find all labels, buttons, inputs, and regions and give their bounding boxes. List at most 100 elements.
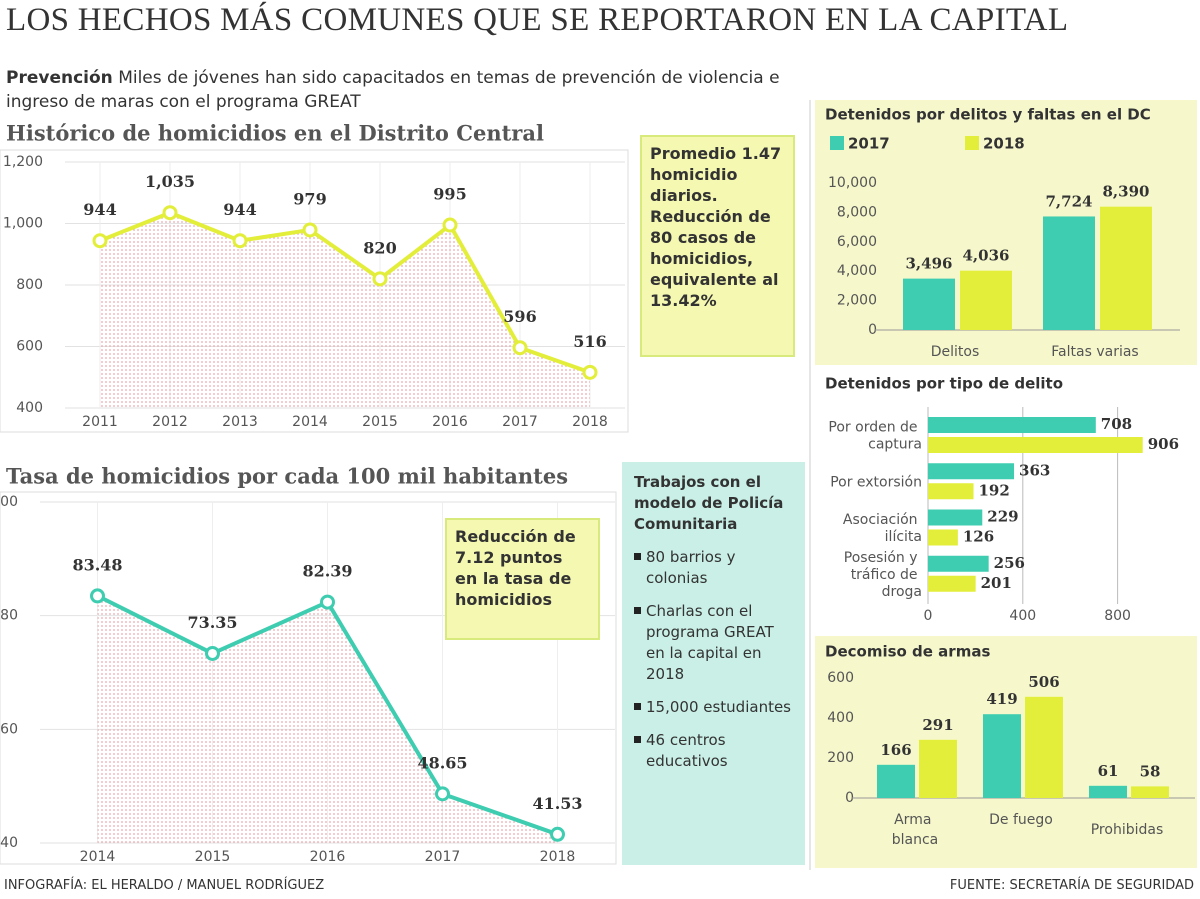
y-tick-label: 6,000 — [837, 234, 877, 250]
point — [582, 364, 598, 380]
y-tick-label: 4,000 — [837, 263, 877, 279]
value-label: 58 — [1140, 762, 1161, 780]
chart-title: Tasa de homicidios por cada 100 mil habi… — [6, 464, 568, 489]
bar — [928, 529, 958, 546]
x-tick-label: 2015 — [362, 414, 398, 430]
sidebar-item: 80 barrios y colonias — [634, 547, 793, 589]
value-label: 48.65 — [417, 753, 467, 772]
intro-label: Prevención — [6, 68, 113, 88]
x-tick-label: 2011 — [82, 414, 118, 430]
x-tick-label: 2014 — [80, 849, 116, 865]
sidebar-title: Trabajos con el modelo de Policía Comuni… — [634, 473, 784, 533]
bar — [1025, 696, 1063, 798]
credit: INFOGRAFÍA: EL HERALDO / MANUEL RODRÍGUE… — [4, 878, 325, 893]
source: FUENTE: SECRETARÍA DE SEGURIDAD — [949, 878, 1194, 893]
point — [92, 233, 108, 249]
x-tick-label: 2016 — [310, 849, 346, 865]
bar — [928, 437, 1143, 453]
bar — [928, 417, 1096, 433]
value-label: 192 — [979, 481, 1010, 499]
x-tick-label: Arma blanca — [892, 812, 939, 848]
y-tick-label: 1,000 — [3, 216, 43, 232]
value-label: 596 — [503, 307, 536, 326]
bar — [928, 509, 983, 526]
x-tick-label: 2017 — [425, 849, 461, 865]
value-label: 73.35 — [187, 613, 237, 632]
value-label: 256 — [994, 554, 1025, 572]
value-label: 61 — [1098, 762, 1119, 780]
value-label: 82.39 — [302, 562, 352, 581]
y-tick-label: 600 — [827, 670, 854, 686]
y-tick-label: 8,000 — [837, 204, 877, 220]
x-tick-label: 2017 — [502, 414, 538, 430]
x-tick-label: Delitos — [931, 344, 980, 360]
x-tick-label: Prohibidas — [1091, 822, 1164, 838]
value-label: 708 — [1101, 415, 1132, 433]
value-label: 979 — [293, 189, 326, 208]
value-label: 516 — [573, 332, 606, 351]
x-tick-label: 2016 — [432, 414, 468, 430]
value-label: 506 — [1028, 673, 1059, 691]
point — [435, 786, 450, 802]
point — [302, 222, 318, 238]
x-tick-label: 2018 — [540, 849, 576, 865]
y-tick-label: Asociación ilícita — [843, 512, 922, 545]
legend-label: 2017 — [848, 135, 890, 153]
area — [100, 212, 590, 408]
y-tick-label: 1,200 — [3, 154, 43, 170]
line — [99, 210, 591, 375]
point — [512, 340, 528, 356]
legend-label: 2018 — [983, 135, 1025, 153]
point — [442, 217, 458, 233]
page-title: LOS HECHOS MÁS COMUNES QUE SE REPORTARON… — [6, 2, 1069, 38]
y-tick-label: 800 — [16, 277, 43, 293]
x-tick-label: 2015 — [195, 849, 231, 865]
bar — [877, 764, 915, 798]
value-label: 229 — [987, 508, 1018, 526]
y-tick-label: Por orden de captura — [828, 420, 922, 453]
value-label: 944 — [223, 200, 256, 219]
value-label: 995 — [433, 185, 466, 204]
y-tick-label: Por extorsión — [830, 474, 922, 490]
bar — [983, 714, 1021, 798]
intro: Prevención Miles de jóvenes han sido cap… — [6, 66, 796, 114]
x-tick-label: De fuego — [989, 812, 1053, 828]
bar — [1131, 786, 1169, 798]
value-label: 906 — [1148, 435, 1179, 453]
chart-title: Decomiso de armas — [825, 643, 990, 661]
chart-title: Histórico de homicidios en el Distrito C… — [6, 121, 544, 146]
value-label: 4,036 — [963, 247, 1010, 265]
value-label: 1,035 — [145, 172, 195, 191]
value-label: 7,724 — [1046, 192, 1093, 210]
x-tick-label: 2012 — [152, 414, 188, 430]
point — [90, 588, 105, 604]
value-label: 166 — [880, 741, 911, 759]
y-tick-label: 10,000 — [828, 175, 877, 191]
chart-title: Detenidos por tipo de delito — [825, 375, 1063, 393]
bar — [919, 739, 957, 798]
x-tick-label: Faltas varias — [1051, 344, 1138, 360]
value-label: 820 — [363, 238, 396, 257]
x-tick-label: 0 — [924, 608, 933, 624]
annotation: Reducción de 7.12 puntos en la tasa de h… — [445, 518, 600, 640]
y-tick-label: 200 — [827, 750, 854, 766]
y-tick-label: 0 — [868, 322, 877, 338]
bar — [1089, 785, 1127, 798]
value-label: 41.53 — [532, 794, 582, 813]
value-label: 83.48 — [72, 555, 122, 574]
point — [205, 645, 220, 661]
bar — [928, 483, 974, 500]
legend-swatch — [965, 136, 979, 150]
value-label: 8,390 — [1103, 183, 1150, 201]
value-label: 3,496 — [906, 255, 953, 273]
chart-title: Detenidos por delitos y faltas en el DC — [825, 106, 1151, 124]
sidebar: Trabajos con el modelo de Policía Comuni… — [622, 462, 805, 865]
value-label: 363 — [1019, 461, 1050, 479]
legend-swatch — [830, 136, 844, 150]
y-tick-label: 40 — [0, 835, 18, 851]
value-label: 291 — [922, 716, 953, 734]
y-tick-label: 60 — [0, 721, 18, 737]
bar — [1043, 216, 1095, 330]
